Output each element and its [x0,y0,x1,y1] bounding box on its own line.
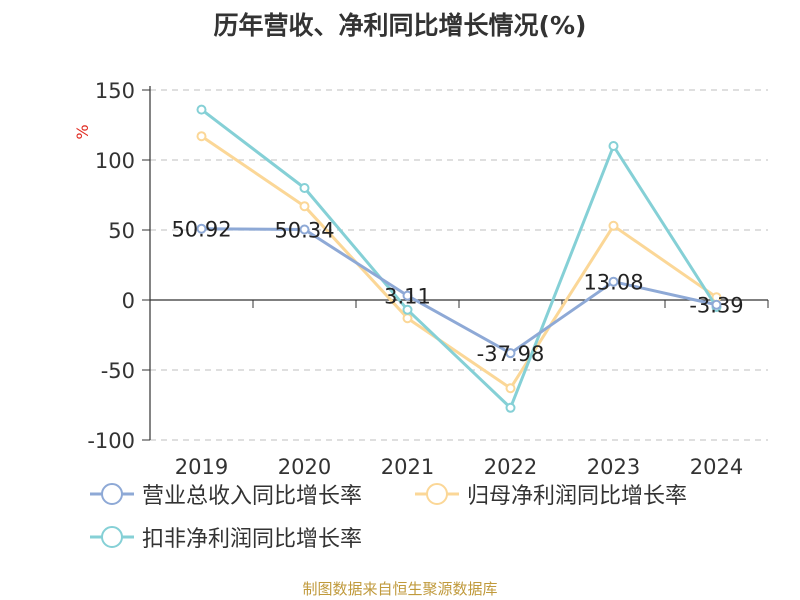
legend-net-profit-icon [415,483,459,505]
y-tick-label: -50 [101,359,135,383]
series-line-deducted-profit [200,108,718,410]
data-point-net-profit [402,313,413,324]
data-point-net-profit [299,201,310,212]
legend-label-revenue: 营业总收入同比增长率 [142,484,363,509]
series-line-revenue [201,227,717,355]
series-lines [196,104,722,413]
legend-label-deducted-profit: 扣非净利润同比增长率 [142,527,363,552]
data-point-deducted-profit [402,304,413,315]
legend-item-net-profit[interactable]: 归母净利润同比增长率 [415,478,687,510]
x-tick-label: 2024 [690,455,743,479]
data-point-deducted-profit [299,183,310,193]
x-tick-label: 2020 [278,455,331,479]
x-tick-label: 2023 [587,455,640,479]
data-point-revenue [402,290,413,301]
legend-item-revenue[interactable]: 营业总收入同比增长率 [90,478,362,510]
legend-item-deducted-profit[interactable]: 扣非净利润同比增长率 [90,521,362,553]
y-tick-label: -100 [87,429,135,453]
y-axis-unit-label: % [73,124,92,139]
y-tick-label: 100 [95,149,135,173]
data-label-revenue: 50.34 [274,219,334,243]
data-source-note: 制图数据来自恒生聚源数据库 [302,580,498,598]
x-tick-label: 2021 [381,455,434,479]
data-label-revenue: -37.98 [477,342,545,366]
data-label-revenue: 13.08 [583,271,643,295]
data-label-revenue: 3.11 [384,285,431,309]
data-point-net-profit [608,220,619,231]
legend-deducted-profit-icon [90,526,134,548]
data-point-revenue [299,224,310,235]
y-tick-label: 150 [95,79,135,103]
data-point-revenue [505,348,516,359]
data-point-deducted-profit [505,402,516,413]
data-label-revenue: 50.92 [171,218,231,242]
y-tick-label: 50 [108,219,135,243]
chart-title: 历年营收、净利同比增长情况(%) [213,11,587,40]
series-line-net-profit [200,134,718,390]
data-point-revenue [711,299,722,310]
data-point-deducted-profit [608,141,619,151]
data-labels: 50.92 50.34 3.11 -37.98 13.08 -3.39 [171,218,743,366]
legend-label-net-profit: 归母净利润同比增长率 [467,484,688,509]
data-point-net-profit [505,383,516,394]
data-label-revenue: -3.39 [689,294,743,318]
axes: 150 100 50 0 -50 -100% 2019 2020 2021 2022 2023 202… [73,79,769,479]
data-point-revenue [196,223,207,234]
legend-revenue-icon [90,483,134,505]
x-tick-label: 2022 [484,455,537,479]
data-point-revenue [608,276,619,287]
x-tick-label: 2019 [175,455,228,479]
y-tick-label: 0 [122,289,135,313]
data-point-deducted-profit [196,104,207,115]
data-point-net-profit [196,131,207,142]
